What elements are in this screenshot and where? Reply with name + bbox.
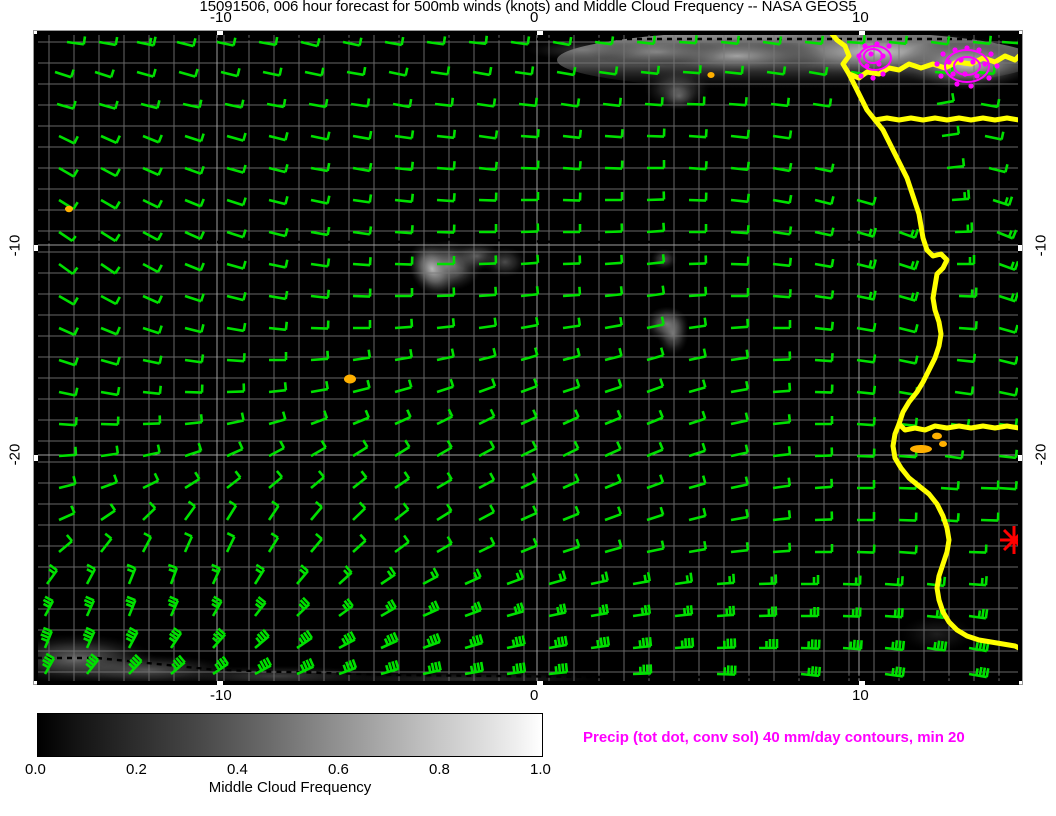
coastline-layer [829, 34, 1019, 651]
axis-tick-band-right-gap-0 [1018, 245, 1022, 251]
x-axis-bottom-tick-2: 10 [852, 687, 869, 704]
colorbar-tick-2: 0.4 [227, 761, 248, 778]
x-axis-top-tick-2: 10 [852, 9, 869, 26]
axis-tick-band-bottom-gap-0 [217, 681, 223, 685]
axis-tick-band-left-gap-0 [34, 245, 38, 251]
x-axis-top-tick-1: 0 [530, 9, 539, 26]
axis-tick-band-left [34, 34, 38, 681]
station-marker-asterisk[interactable] [1000, 526, 1019, 554]
y-axis-right-tick-1: -20 [1032, 443, 1050, 466]
axis-tick-band-bottom-gap-1 [537, 681, 543, 685]
x-axis-top-tick-0: -10 [210, 9, 232, 26]
axis-tick-band-right [1018, 34, 1022, 681]
x-axis-bottom-tick-1: 0 [530, 687, 539, 704]
colorbar-tick-1: 0.2 [126, 761, 147, 778]
colorbar-tick-5: 1.0 [530, 761, 551, 778]
map-svg [37, 34, 1019, 681]
cloud-frequency-layer [37, 34, 1019, 681]
colorbar-label: Middle Cloud Frequency [208, 779, 372, 796]
axis-tick-band-top-gap-2 [859, 31, 865, 35]
major-grid-lines [37, 34, 1019, 681]
colorbar-tick-0: 0.0 [25, 761, 46, 778]
y-axis-left-tick-1: -20 [6, 443, 24, 466]
axis-tick-band-top-gap-0 [217, 31, 223, 35]
axis-tick-band-left-gap-1 [34, 455, 38, 461]
precip-dots-magenta [856, 41, 1000, 89]
colorbar-gradient [37, 713, 543, 757]
axis-tick-band-bottom-gap-2 [859, 681, 865, 685]
precip-dots-total [65, 72, 947, 453]
map-plot-area[interactable] [37, 34, 1019, 681]
axis-tick-band-right-gap-1 [1018, 455, 1022, 461]
x-axis-bottom-tick-0: -10 [210, 687, 232, 704]
axis-tick-band-top-gap-1 [537, 31, 543, 35]
y-axis-right-tick-0: -10 [1032, 234, 1050, 257]
colorbar-tick-3: 0.6 [328, 761, 349, 778]
axis-tick-band-top [37, 31, 1019, 35]
page-title: 15091506, 006 hour forecast for 500mb wi… [199, 0, 857, 15]
precip-contour-dotted [37, 37, 1019, 679]
y-axis-left-tick-0: -10 [6, 234, 24, 257]
precip-legend-note: Precip (tot dot, conv sol) 40 mm/day con… [583, 729, 965, 746]
colorbar-tick-4: 0.8 [429, 761, 450, 778]
axis-tick-band-bottom [37, 681, 1019, 685]
colorbar-group: 0.0 0.2 0.4 0.6 0.8 1.0 Middle Cloud Fre… [25, 713, 551, 796]
